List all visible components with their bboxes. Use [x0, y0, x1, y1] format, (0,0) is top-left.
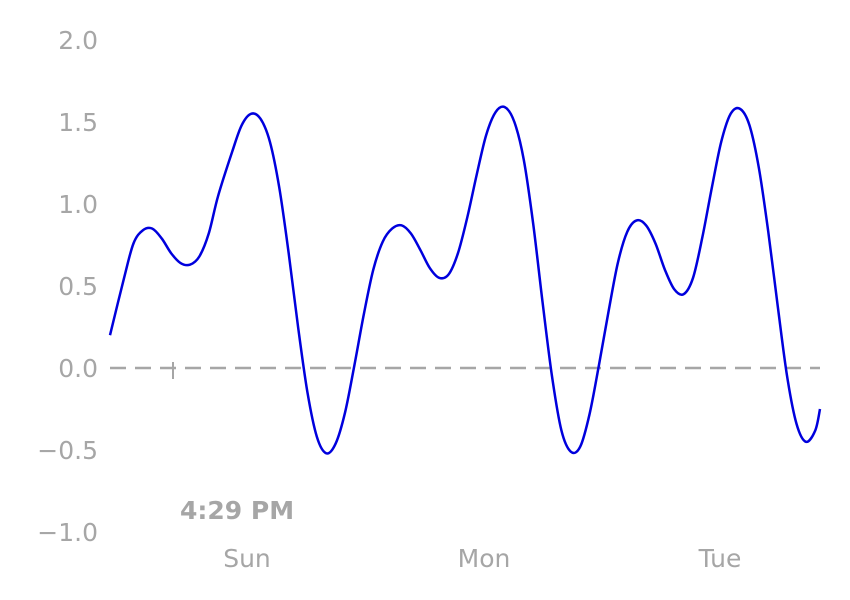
y-tick-label: 2.0	[58, 26, 98, 55]
series-line	[108, 105, 822, 455]
y-tick-label: 0.5	[58, 272, 98, 301]
annotation-label: 4:29 PM	[180, 496, 294, 525]
y-tick-label: 0.0	[58, 354, 98, 383]
x-tick-label: Mon	[458, 544, 511, 573]
x-axis-ticks: Sun Mon Tue	[223, 544, 741, 573]
x-tick-label: Tue	[698, 544, 742, 573]
y-tick-label: 1.5	[58, 108, 98, 137]
y-tick-label: −0.5	[37, 436, 98, 465]
y-tick-label: 1.0	[58, 190, 98, 219]
y-tick-label: −1.0	[37, 518, 98, 547]
x-tick-label: Sun	[223, 544, 271, 573]
y-axis-ticks: −1.0 −0.5 0.0 0.5 1.0 1.5 2.0	[37, 26, 98, 547]
